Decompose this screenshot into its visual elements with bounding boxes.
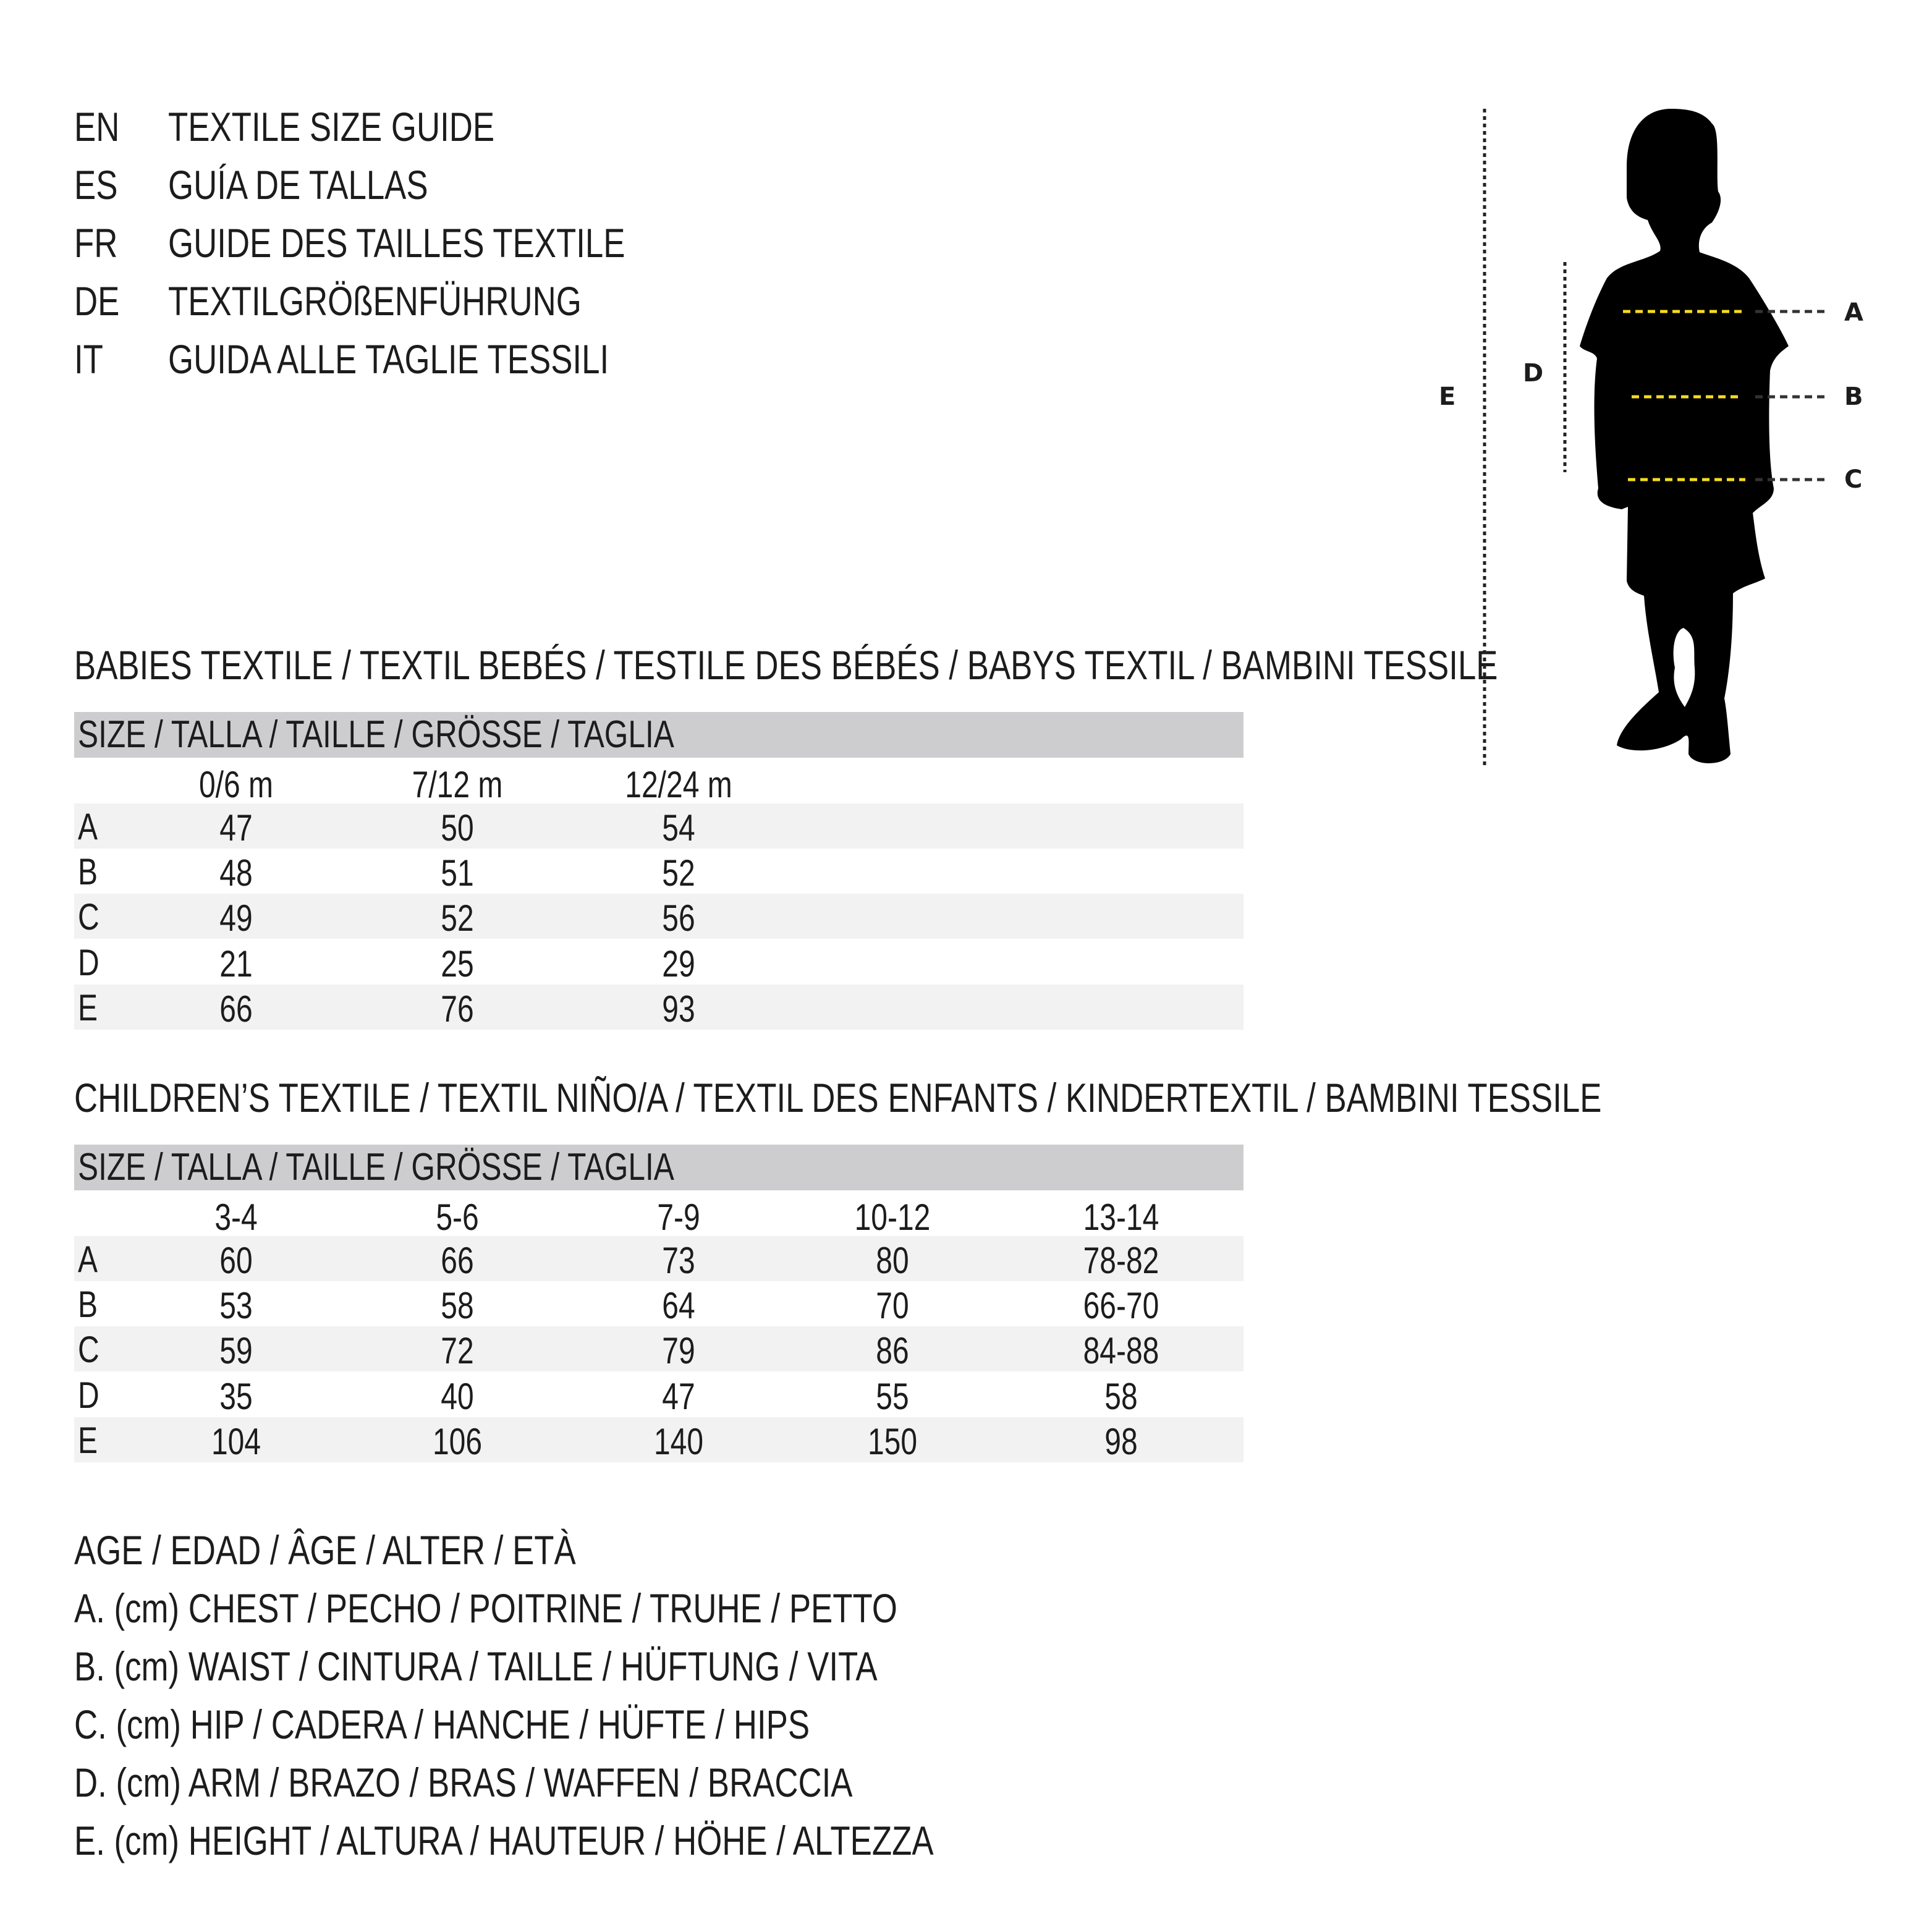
row-label: A xyxy=(78,806,98,847)
table-cell: 54 xyxy=(662,807,695,849)
language-code: DE xyxy=(74,278,120,324)
column-header: 0/6 m xyxy=(198,764,274,805)
table-cell: 76 xyxy=(441,988,474,1030)
column-header: 3-4 xyxy=(214,1197,258,1238)
label-d: D xyxy=(1523,359,1544,388)
table-cell: 52 xyxy=(662,852,695,894)
language-code: ES xyxy=(74,162,118,208)
table-cell: 58 xyxy=(1104,1375,1138,1417)
child-silhouette xyxy=(1580,109,1789,763)
table-cell: 140 xyxy=(653,1420,704,1462)
column-header: 10-12 xyxy=(854,1197,931,1238)
table-cell: 47 xyxy=(219,807,253,849)
table-cell: 50 xyxy=(441,807,474,849)
table-row-band xyxy=(74,803,1244,849)
table-cell: 79 xyxy=(662,1330,695,1372)
row-label: E xyxy=(78,1419,98,1461)
table-cell: 150 xyxy=(867,1420,918,1462)
table-cell: 59 xyxy=(219,1330,253,1372)
row-label: B xyxy=(78,1284,98,1326)
babies-size-header: SIZE / TALLA / TAILLE / GRÖSSE / TAGLIA xyxy=(78,713,674,756)
table-cell: 55 xyxy=(876,1375,909,1417)
legend-line: E. (cm) HEIGHT / ALTURA / HAUTEUR / HÖHE… xyxy=(74,1818,934,1863)
table-cell: 86 xyxy=(876,1330,909,1372)
row-label: C xyxy=(78,1329,100,1371)
column-header: 7/12 m xyxy=(412,764,503,805)
title-text: TEXTILE SIZE GUIDE xyxy=(168,104,495,150)
row-label: D xyxy=(78,941,100,983)
legend-line: AGE / EDAD / ÂGE / ALTER / ETÀ xyxy=(74,1527,576,1573)
children-size-header-bar xyxy=(74,1145,1244,1190)
table-cell: 25 xyxy=(441,943,474,985)
table-cell: 72 xyxy=(441,1330,474,1372)
table-cell: 80 xyxy=(876,1240,909,1281)
table-cell: 51 xyxy=(441,852,474,894)
table-cell: 49 xyxy=(219,897,253,939)
table-cell: 47 xyxy=(662,1375,695,1417)
table-row-band xyxy=(74,1326,1244,1372)
table-row-band xyxy=(74,1417,1244,1462)
title-text: GUÍA DE TALLAS xyxy=(168,162,428,208)
row-label: E xyxy=(78,986,98,1028)
babies-heading: BABIES TEXTILE / TEXTIL BEBÉS / TESTILE … xyxy=(74,642,1498,688)
column-header: 5-6 xyxy=(436,1197,479,1238)
table-cell: 66 xyxy=(441,1240,474,1281)
leg-gap xyxy=(1673,628,1695,707)
label-c: C xyxy=(1844,465,1863,494)
row-label: C xyxy=(78,896,100,938)
column-header: 13-14 xyxy=(1083,1197,1159,1238)
table-cell: 60 xyxy=(219,1240,253,1281)
table-cell: 29 xyxy=(662,943,695,985)
title-text: TEXTILGRÖßENFÜHRUNG xyxy=(168,278,582,324)
table-cell: 98 xyxy=(1104,1420,1138,1462)
legend-line: B. (cm) WAIST / CINTURA / TAILLE / HÜFTU… xyxy=(74,1643,878,1689)
table-row-band xyxy=(74,894,1244,939)
children-heading: CHILDREN’S TEXTILE / TEXTIL NIÑO/A / TEX… xyxy=(74,1075,1602,1121)
label-e: E xyxy=(1439,383,1456,411)
row-label: D xyxy=(78,1374,100,1416)
column-header: 7-9 xyxy=(657,1197,700,1238)
table-cell: 48 xyxy=(219,852,253,894)
children-size-header: SIZE / TALLA / TAILLE / GRÖSSE / TAGLIA xyxy=(78,1146,674,1188)
table-cell: 56 xyxy=(662,897,695,939)
table-cell: 52 xyxy=(441,897,474,939)
table-cell: 73 xyxy=(662,1240,695,1281)
table-cell: 40 xyxy=(441,1375,474,1417)
language-code: FR xyxy=(74,220,118,266)
row-label: A xyxy=(78,1239,98,1280)
label-b: B xyxy=(1844,383,1863,411)
title-text: GUIDA ALLE TAGLIE TESSILI xyxy=(168,336,609,382)
table-cell: 66 xyxy=(219,988,253,1030)
table-cell: 21 xyxy=(219,943,253,985)
table-cell: 106 xyxy=(432,1420,483,1462)
table-cell: 58 xyxy=(441,1285,474,1327)
title-text: GUIDE DES TAILLES TEXTILE xyxy=(168,220,625,266)
column-header: 12/24 m xyxy=(625,764,732,805)
language-code: EN xyxy=(74,104,120,150)
table-cell: 104 xyxy=(211,1420,261,1462)
legend-line: A. (cm) CHEST / PECHO / POITRINE / TRUHE… xyxy=(74,1585,897,1631)
table-cell: 64 xyxy=(662,1285,695,1327)
table-cell: 53 xyxy=(219,1285,253,1327)
babies-size-header-bar xyxy=(74,712,1244,758)
language-code: IT xyxy=(74,336,103,382)
legend-line: C. (cm) HIP / CADERA / HANCHE / HÜFTE / … xyxy=(74,1701,810,1747)
legend-line: D. (cm) ARM / BRAZO / BRAS / WAFFEN / BR… xyxy=(74,1760,853,1805)
label-a: A xyxy=(1844,299,1863,327)
table-cell: 84-88 xyxy=(1083,1330,1159,1372)
table-cell: 35 xyxy=(219,1375,253,1417)
row-label: B xyxy=(78,851,98,893)
table-cell: 93 xyxy=(662,988,695,1030)
table-cell: 78-82 xyxy=(1083,1240,1159,1281)
table-row-band xyxy=(74,1236,1244,1281)
table-cell: 70 xyxy=(876,1285,909,1327)
table-row-band xyxy=(74,984,1244,1030)
table-cell: 66-70 xyxy=(1083,1285,1159,1327)
